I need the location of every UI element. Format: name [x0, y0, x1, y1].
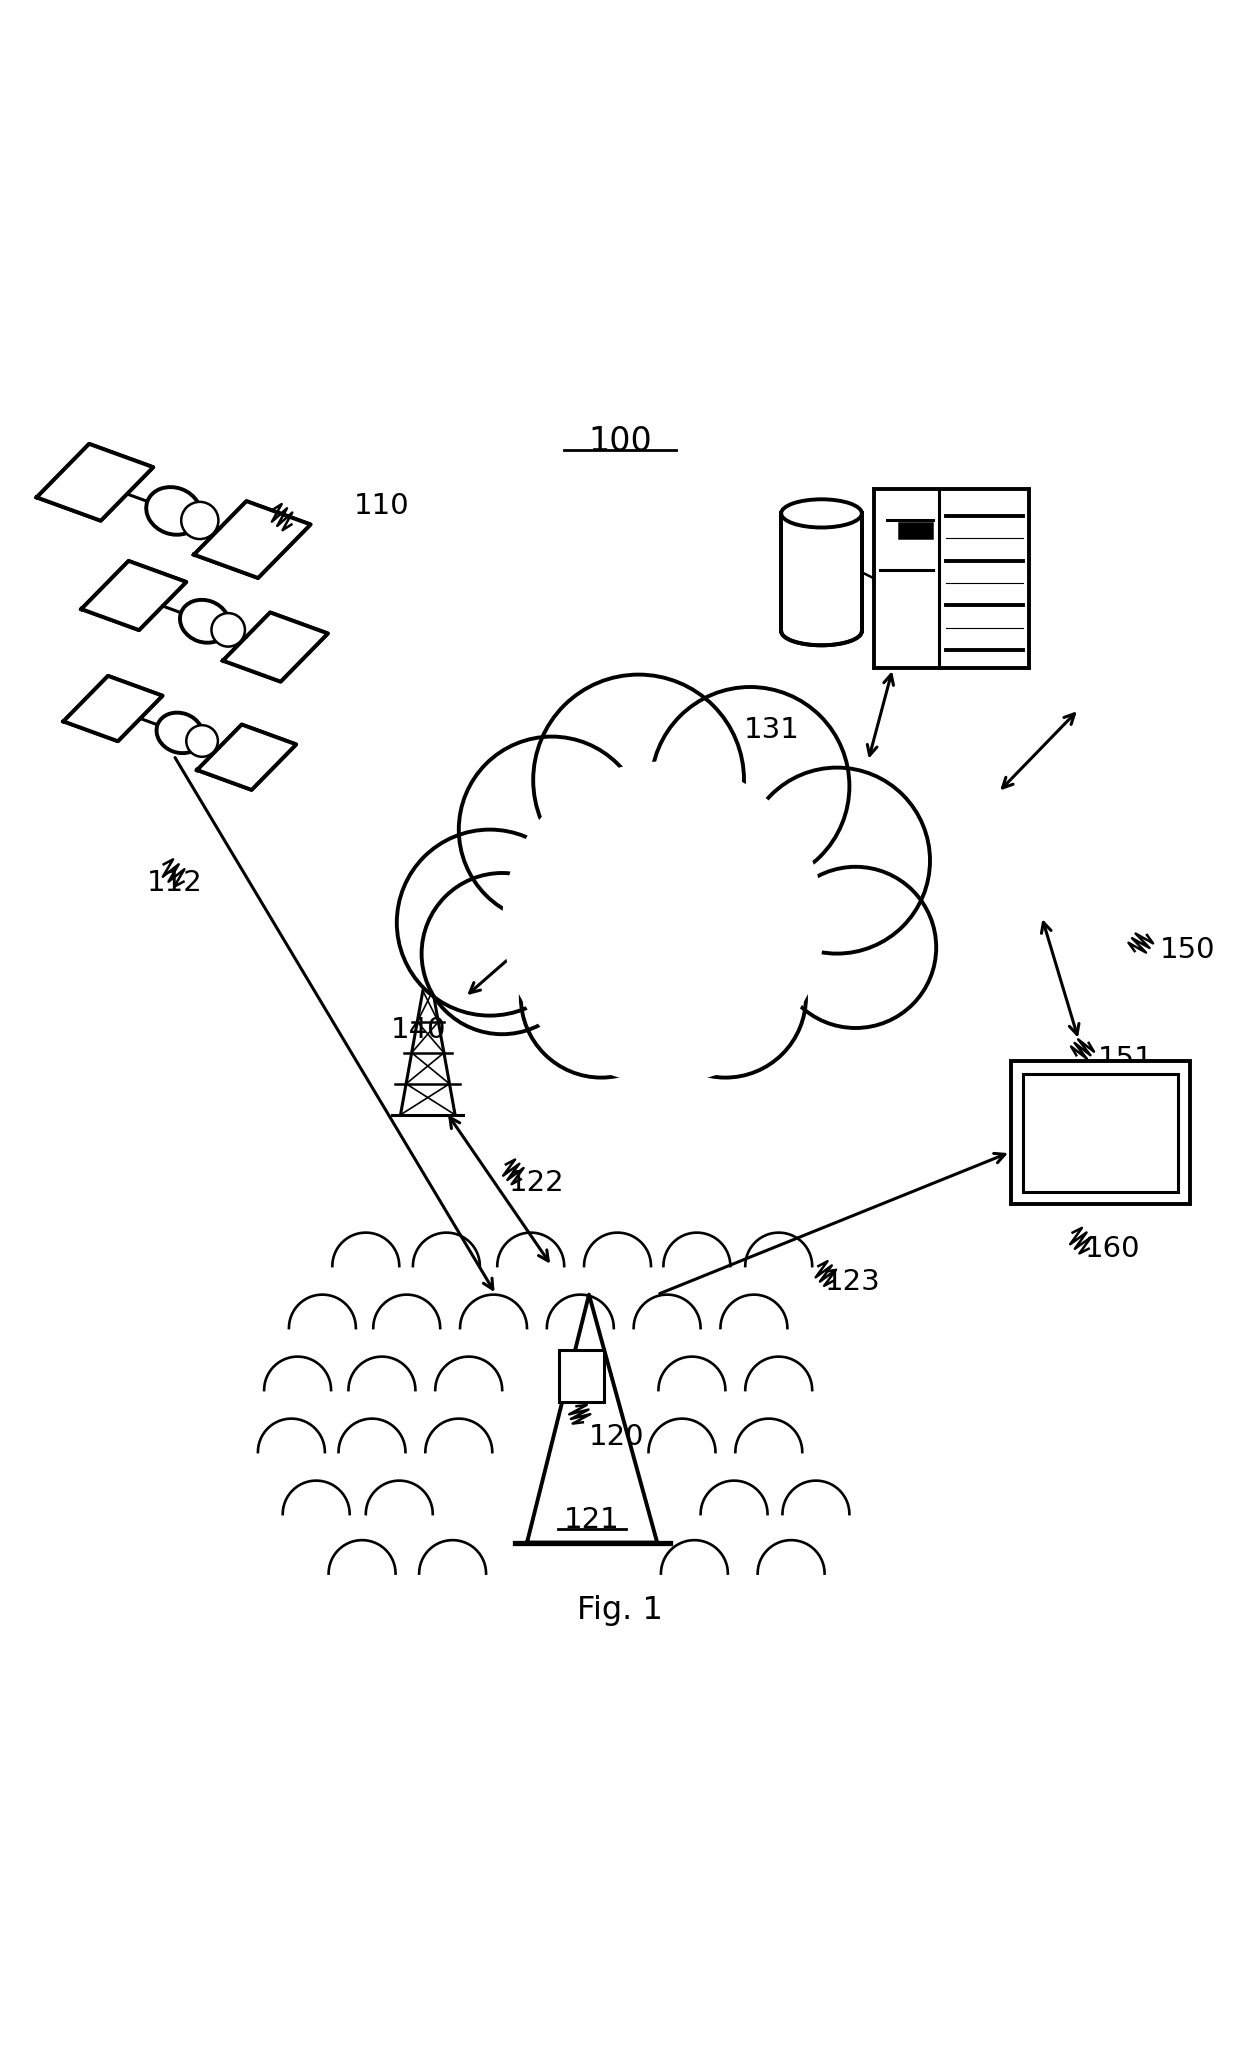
Ellipse shape: [156, 713, 203, 752]
Polygon shape: [82, 561, 186, 629]
Circle shape: [502, 761, 825, 1084]
Text: 160: 160: [1085, 1236, 1141, 1262]
Bar: [559, 1351, 604, 1402]
Text: 112: 112: [146, 870, 202, 896]
Circle shape: [521, 917, 682, 1077]
Text: 100: 100: [588, 426, 652, 458]
Circle shape: [397, 831, 583, 1016]
Circle shape: [744, 767, 930, 954]
Bar: [1023, 1073, 1178, 1192]
Polygon shape: [63, 676, 162, 742]
Circle shape: [533, 674, 744, 886]
Text: 130: 130: [893, 582, 949, 611]
Text: 121: 121: [564, 1507, 620, 1534]
Ellipse shape: [781, 500, 862, 528]
Circle shape: [459, 736, 645, 923]
Text: 123: 123: [825, 1269, 880, 1295]
Polygon shape: [37, 444, 154, 520]
Ellipse shape: [181, 502, 218, 539]
Bar: [1011, 1061, 1190, 1205]
Circle shape: [775, 868, 936, 1028]
Text: 120: 120: [589, 1423, 645, 1452]
Ellipse shape: [186, 726, 218, 757]
Bar: [874, 489, 1029, 668]
Text: 151: 151: [1097, 1044, 1153, 1073]
Circle shape: [651, 687, 849, 886]
Polygon shape: [193, 502, 310, 578]
Circle shape: [645, 917, 806, 1077]
Bar: [781, 514, 862, 631]
Text: 131: 131: [744, 715, 800, 744]
Ellipse shape: [146, 487, 201, 535]
Polygon shape: [223, 613, 327, 683]
Text: 150: 150: [1159, 935, 1215, 964]
Text: 110: 110: [353, 491, 409, 520]
Polygon shape: [197, 724, 296, 790]
Ellipse shape: [180, 600, 229, 644]
Text: 141: 141: [626, 1028, 682, 1057]
Bar: [899, 524, 931, 539]
Ellipse shape: [212, 613, 246, 646]
Text: 161: 161: [1048, 1092, 1104, 1118]
Text: 122: 122: [508, 1170, 564, 1197]
Ellipse shape: [781, 617, 862, 646]
Circle shape: [422, 874, 583, 1034]
Text: 140: 140: [391, 1016, 446, 1044]
Text: Fig. 1: Fig. 1: [577, 1595, 663, 1626]
